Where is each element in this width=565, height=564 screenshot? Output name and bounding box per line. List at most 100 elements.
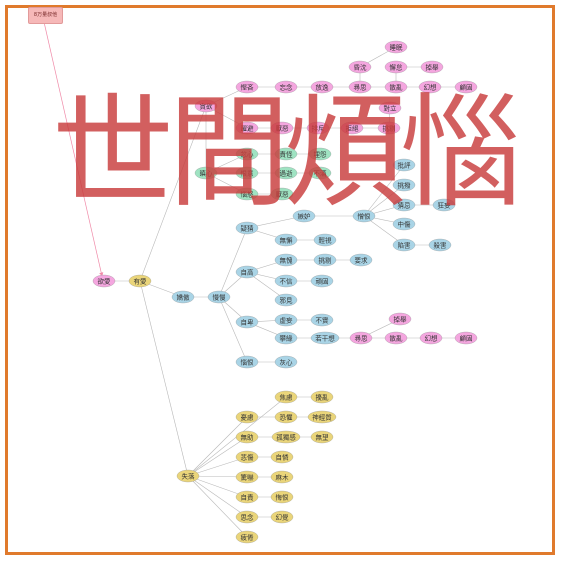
node-n59[interactable]: 幻想 <box>419 331 443 345</box>
node-n56[interactable]: 若干想 <box>310 331 340 345</box>
node-n65[interactable]: 憂慮 <box>235 410 259 424</box>
node-n40[interactable]: 無愧 <box>274 253 298 267</box>
node-n51[interactable]: 掉舉 <box>388 312 412 326</box>
node-n61[interactable]: 惱恨 <box>235 355 259 369</box>
tag-label[interactable]: 8万量叔他 <box>28 7 63 24</box>
node-n79[interactable]: 幻覺 <box>270 510 294 524</box>
node-label: 惱怒 <box>241 189 255 198</box>
node-n26[interactable]: 批評 <box>392 158 416 172</box>
node-label: 瞋心 <box>200 168 214 177</box>
node-n67[interactable]: 神經質 <box>307 410 337 424</box>
node-n32[interactable]: 猜忌 <box>392 198 416 212</box>
node-n42[interactable]: 要求 <box>349 253 373 267</box>
node-n72[interactable]: 自憐 <box>270 450 294 464</box>
node-bubble <box>274 80 298 94</box>
node-n38[interactable]: 陷害 <box>392 238 416 252</box>
node-n17[interactable]: 拒絕 <box>340 121 364 135</box>
node-n48[interactable]: 嬌傲 <box>171 290 195 304</box>
node-n54[interactable]: 不實 <box>310 313 334 327</box>
node-n31[interactable]: 憎恨 <box>352 209 376 223</box>
node-label: 思念 <box>241 512 255 521</box>
node-n20[interactable]: 責怪 <box>274 147 298 161</box>
node-n50[interactable]: 邪見 <box>274 293 298 307</box>
node-n18[interactable]: 挑剔 <box>377 121 401 135</box>
node-label: 邪見 <box>280 296 294 304</box>
node-n39[interactable]: 殺害 <box>428 238 452 252</box>
node-n24[interactable]: 過逝 <box>274 166 298 180</box>
node-n41[interactable]: 挑剔 <box>313 253 337 267</box>
node-label: 悔恨 <box>276 492 290 501</box>
node-n52[interactable]: 自卑 <box>235 315 259 329</box>
node-n27[interactable]: 惱怒 <box>235 187 259 201</box>
node-n76[interactable]: 自責 <box>235 490 259 504</box>
node-label: 有愛 <box>134 276 148 285</box>
node-n23[interactable]: 恨意 <box>235 166 259 180</box>
node-bubble <box>384 40 408 54</box>
node-n55[interactable]: 攀緣 <box>274 331 298 345</box>
node-n35[interactable]: 中傷 <box>392 217 416 231</box>
node-n16[interactable]: 排斥 <box>306 121 330 135</box>
node-bubble <box>270 121 294 135</box>
node-n57[interactable]: 尋思 <box>349 331 373 345</box>
node-n64[interactable]: 擾亂 <box>310 390 334 404</box>
node-n6[interactable]: 忘念 <box>274 80 298 94</box>
node-n45[interactable]: 自高 <box>235 265 259 279</box>
node-n70[interactable]: 無望 <box>310 430 334 444</box>
node-n11[interactable]: 顧固 <box>454 80 478 94</box>
node-n37[interactable]: 輕視 <box>313 233 337 247</box>
node-n58[interactable]: 散亂 <box>384 331 408 345</box>
node-bubble <box>352 209 376 223</box>
node-n60[interactable]: 顧固 <box>454 331 478 345</box>
node-n13[interactable]: 對立 <box>378 101 402 115</box>
node-n44[interactable]: 有愛 <box>128 274 152 288</box>
node-label: 挑撥 <box>398 180 412 189</box>
node-n80[interactable]: 疲倦 <box>235 530 259 544</box>
node-n2[interactable]: 昏沈 <box>348 60 372 74</box>
node-bubble <box>392 198 416 212</box>
node-label: 忿心 <box>241 149 255 158</box>
node-n25[interactable]: 不滿 <box>308 166 332 180</box>
node-n9[interactable]: 散亂 <box>384 80 408 94</box>
node-n71[interactable]: 悲傷 <box>235 450 259 464</box>
node-n1[interactable]: 睡眠 <box>384 40 408 54</box>
node-bubble <box>384 331 408 345</box>
node-n12[interactable]: 貪欲 <box>194 99 218 113</box>
node-n47[interactable]: 頑固 <box>310 274 334 288</box>
node-n78[interactable]: 思念 <box>235 510 259 524</box>
node-n36[interactable]: 無懈 <box>274 233 298 247</box>
node-label: 掉舉 <box>426 62 440 71</box>
node-n8[interactable]: 尋思 <box>348 80 372 94</box>
node-n19[interactable]: 忿心 <box>235 147 259 161</box>
node-n34[interactable]: 疑猜 <box>235 221 259 235</box>
node-n69[interactable]: 孤獨感 <box>271 430 301 444</box>
node-n15[interactable]: 厭惡 <box>270 121 294 135</box>
node-n62[interactable]: 灰心 <box>274 355 298 369</box>
node-bubble <box>235 121 259 135</box>
node-n29[interactable]: 挑撥 <box>392 178 416 192</box>
node-n30[interactable]: 嫉妒 <box>292 209 316 223</box>
node-n73[interactable]: 失落 <box>176 469 200 483</box>
edge-n73-n76 <box>187 475 248 498</box>
node-n46[interactable]: 不信 <box>274 274 298 288</box>
node-n5[interactable]: 慳吝 <box>235 80 259 94</box>
node-label: 攀緣 <box>280 333 294 342</box>
node-n21[interactable]: 埋怨 <box>308 147 332 161</box>
node-n74[interactable]: 驚嚇 <box>235 470 259 484</box>
node-n33[interactable]: 狂妄 <box>432 198 456 212</box>
node-n10[interactable]: 幻想 <box>418 80 442 94</box>
node-n77[interactable]: 悔恨 <box>270 490 294 504</box>
node-n28[interactable]: 厭惡 <box>270 187 294 201</box>
node-n49[interactable]: 慢慢 <box>207 290 231 304</box>
node-n14[interactable]: 躍避 <box>235 121 259 135</box>
node-label: 憂慮 <box>241 412 255 421</box>
node-n75[interactable]: 麻木 <box>270 470 294 484</box>
node-n4[interactable]: 掉舉 <box>420 60 444 74</box>
node-n3[interactable]: 懈怠 <box>384 60 408 74</box>
node-n66[interactable]: 恐懼 <box>274 410 298 424</box>
node-n68[interactable]: 無助 <box>235 430 259 444</box>
node-n53[interactable]: 虛妄 <box>274 313 298 327</box>
node-n63[interactable]: 焦慮 <box>274 390 298 404</box>
node-n22[interactable]: 瞋心 <box>194 166 218 180</box>
node-n7[interactable]: 放逸 <box>310 80 334 94</box>
node-n43[interactable]: 欲愛 <box>92 274 116 288</box>
